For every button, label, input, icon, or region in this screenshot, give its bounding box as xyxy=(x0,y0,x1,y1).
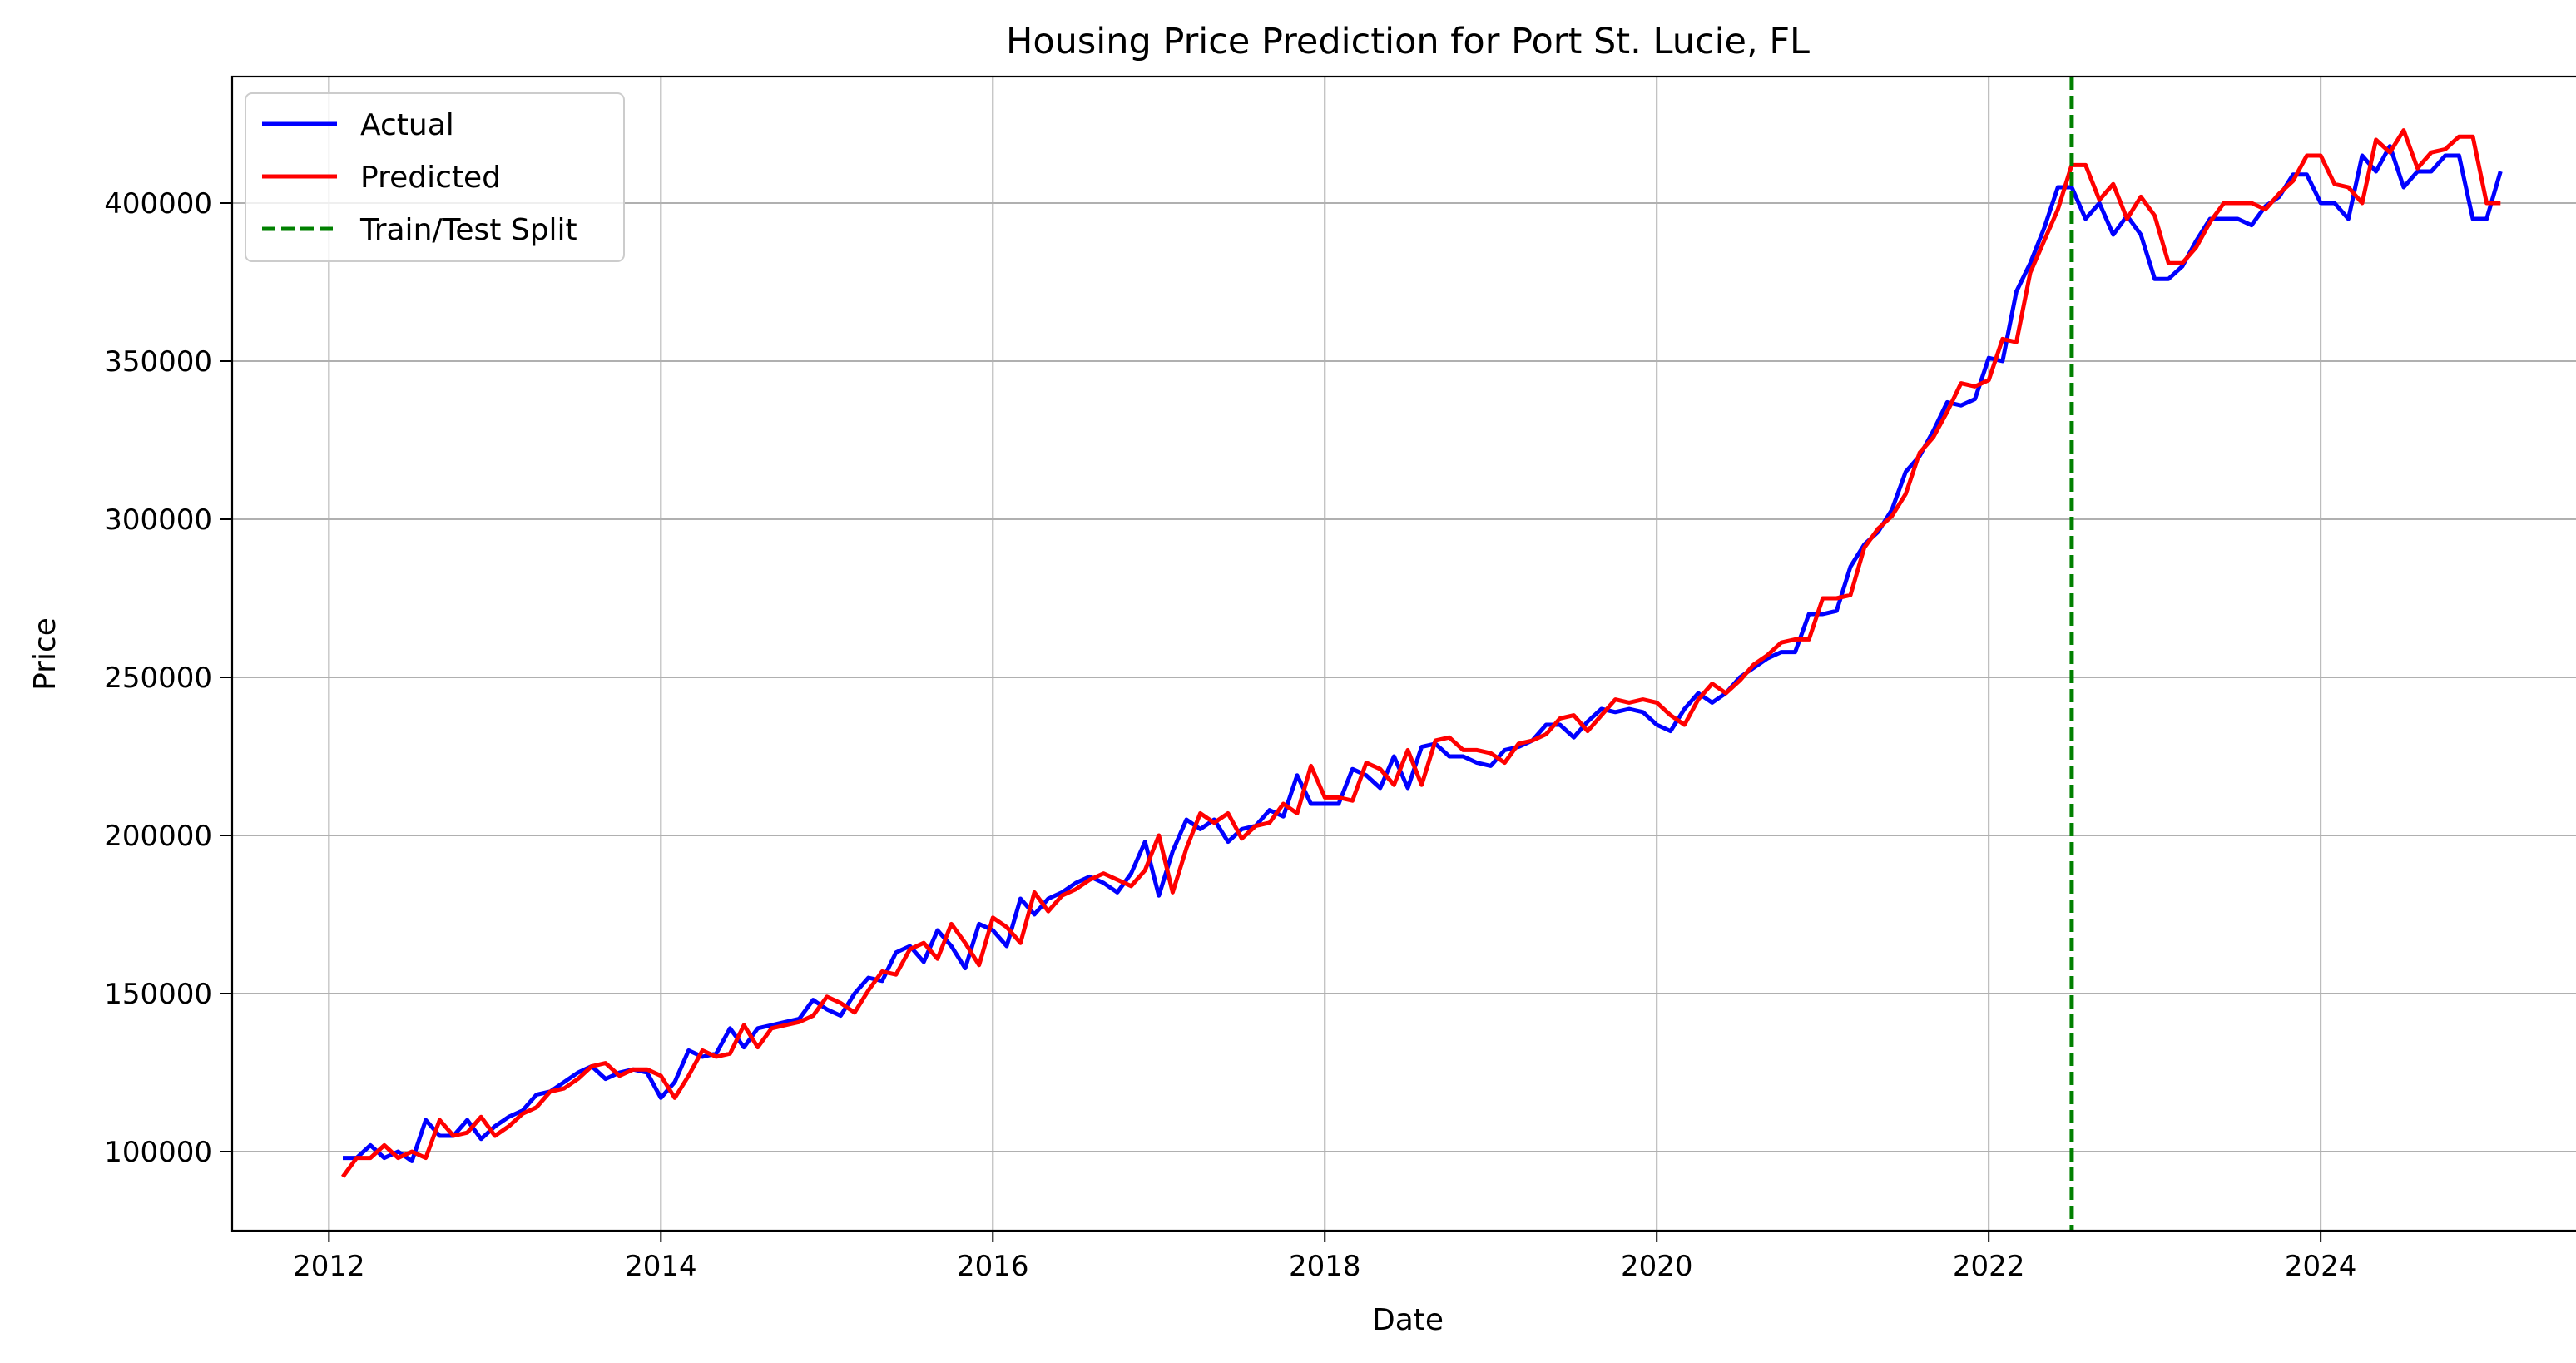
plot-frame xyxy=(230,75,2576,1232)
y-axis: 100000 150000 200000 250000 300000 350000 4000… xyxy=(104,187,232,1169)
series-line-actual xyxy=(343,144,2503,1163)
y-tick-label: 350000 xyxy=(104,345,212,379)
y-tick-label: 150000 xyxy=(104,978,212,1011)
x-tick-label: 2018 xyxy=(1289,1250,1361,1283)
chart-title: Housing Price Prediction for Port St. Lu… xyxy=(1006,21,1810,62)
legend-predicted-label: Predicted xyxy=(360,161,501,195)
y-axis-label: Price xyxy=(28,617,62,691)
legend-box xyxy=(245,92,625,262)
y-tick-label: 250000 xyxy=(104,662,212,695)
x-axis-label: Date xyxy=(1372,1303,1444,1337)
x-tick-label: 2024 xyxy=(2285,1250,2357,1283)
plot-lines xyxy=(340,77,2503,1231)
y-tick-label: 100000 xyxy=(104,1136,212,1169)
y-tick-label: 400000 xyxy=(104,187,212,221)
x-tick-label: 2012 xyxy=(293,1250,365,1283)
gridlines xyxy=(232,77,2576,1231)
y-tick-label: 200000 xyxy=(104,820,212,853)
legend-split-label: Train/Test Split xyxy=(359,213,577,247)
series-line-predicted xyxy=(340,128,2501,1178)
legend-actual-label: Actual xyxy=(360,108,454,142)
legend: Actual Predicted Train/Test Split xyxy=(245,92,625,262)
x-tick-label: 2016 xyxy=(957,1250,1029,1283)
x-tick-label: 2020 xyxy=(1621,1250,1693,1283)
x-axis: 2012 2014 2016 2018 2020 2022 2024 xyxy=(293,1231,2356,1283)
x-tick-label: 2014 xyxy=(625,1250,697,1283)
x-tick-label: 2022 xyxy=(1953,1250,2025,1283)
y-tick-label: 300000 xyxy=(104,503,212,537)
